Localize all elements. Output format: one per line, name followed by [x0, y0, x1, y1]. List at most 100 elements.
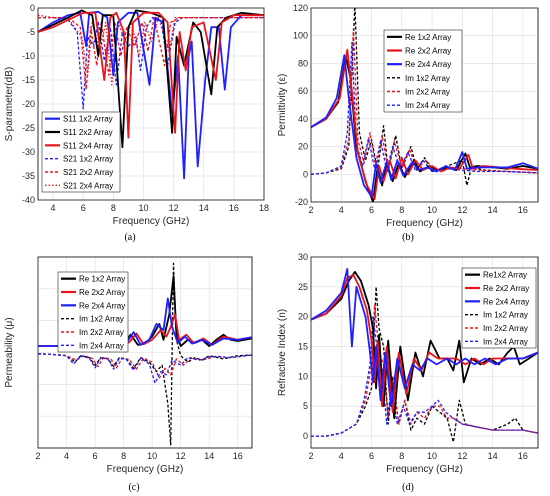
series-line-s11-2x4-array: [38, 11, 264, 139]
series-group: [311, 8, 538, 202]
x-tick-label: 16: [518, 205, 528, 215]
x-tick-label: 16: [233, 451, 243, 461]
x-tick-label: 8: [399, 451, 404, 461]
x-tick-label: 10: [427, 451, 437, 461]
chart-panel-a: 4 6 8 10 12 14 16 18 0 -5 -10 -15 -20 -25 -30 -35 -40 Fre…: [4, 3, 269, 243]
x-tick-label: 6: [369, 451, 374, 461]
legend-entry: Re 2x4 Array: [483, 297, 529, 306]
chart-panel-b: 2 4 6 8 10 12 14 16 120 100 80 60 40 20 0 -20 Frequency …: [277, 3, 539, 243]
y-tick-label: 20: [298, 142, 308, 152]
y-tick-label: 30: [298, 252, 308, 262]
y-tick-label: 0: [303, 169, 308, 179]
legend-entry: S11 2x4 Array: [63, 141, 113, 150]
x-tick-label: 2: [35, 451, 40, 461]
panel-caption: (b): [402, 232, 414, 243]
series-line-im-1x2-array: [311, 8, 538, 187]
y-tick-label: -40: [22, 195, 35, 205]
series-line-im-2x4-array: [38, 353, 252, 384]
legend: Re1x2 Array Re 2x2 Array Re 2x4 Array Im 1x…: [461, 267, 537, 349]
series-line-im-2x4-array: [311, 316, 538, 437]
y-tick-label: -35: [22, 171, 35, 181]
legend: S11 1x2 Array S11 2x2 Array S11 2x4 Array S…: [41, 111, 121, 193]
x-axis-label: Frequency (GHz): [386, 218, 463, 229]
y-axis-label: Permeability (μ): [4, 317, 15, 387]
x-axis-label: Frequency (GHz): [386, 464, 463, 475]
y-tick-label: 120: [293, 3, 308, 13]
y-tick-label: 80: [298, 58, 308, 68]
x-tick-label: 14: [204, 451, 214, 461]
x-tick-label: 12: [457, 205, 467, 215]
x-tick-label: 6: [369, 205, 374, 215]
y-tick-label: -5: [27, 27, 35, 37]
y-tick-label: -15: [22, 75, 35, 85]
legend-entry: Re 1x2 Array: [79, 275, 125, 284]
legend-entry: Im 2x2 Array: [483, 324, 528, 333]
y-tick-label: 100: [293, 31, 308, 41]
legend: Re 1x2 Array Re 2x2 Array Re 2x4 Array Im 1…: [383, 29, 463, 113]
chart-panel-d: 2 4 6 8 10 12 14 16 30 25 20 15 10 5 0 Frequency (GHz) R…: [277, 252, 539, 493]
legend-entry: Im 2x4 Array: [405, 101, 450, 110]
legend-box: [383, 29, 463, 113]
x-tick-label: 4: [51, 203, 56, 213]
legend-entry: Re 2x4 Array: [79, 301, 125, 310]
y-tick-label: 15: [298, 342, 308, 352]
legend-entry: S21 1x2 Array: [63, 155, 113, 164]
x-tick-label: 4: [339, 451, 344, 461]
legend-box: [461, 267, 537, 349]
legend-entry: Re 2x2 Array: [79, 288, 125, 297]
legend-entry: Im 1x2 Array: [79, 315, 124, 324]
legend-entry: Re 2x2 Array: [405, 47, 451, 56]
x-tick-label: 6: [81, 203, 86, 213]
y-tick-label: 5: [303, 401, 308, 411]
x-tick-label: 8: [111, 203, 116, 213]
x-tick-label: 10: [147, 451, 157, 461]
x-tick-label: 2: [308, 451, 313, 461]
series-line-s21-2x4-array: [38, 14, 264, 86]
y-tick-label: 0: [303, 431, 308, 441]
legend: Re 1x2 Array Re 2x2 Array Re 2x4 Array Im 1…: [57, 271, 129, 353]
x-tick-label: 6: [93, 451, 98, 461]
legend-box: [57, 271, 129, 353]
legend-entry: Im 2x4 Array: [79, 341, 124, 350]
x-axis-label: Frequency (GHz): [113, 216, 190, 227]
legend-entry: S21 2x2 Array: [63, 168, 113, 177]
x-tick-label: 12: [176, 451, 186, 461]
legend-entry: Im 2x2 Array: [79, 328, 124, 337]
x-tick-label: 10: [138, 203, 148, 213]
series-group: [38, 9, 264, 180]
x-tick-label: 8: [121, 451, 126, 461]
y-axis-label: Refractive Index (n): [277, 309, 288, 396]
y-tick-label: 10: [298, 371, 308, 381]
y-tick-label: 0: [30, 3, 35, 13]
y-tick-label: -20: [295, 197, 308, 207]
series-line-re-2x4-array: [311, 54, 538, 198]
series-line-re-2x4-array: [311, 268, 538, 408]
legend-entry: Im 1x2 Array: [405, 74, 450, 83]
series-line-s11-1x2-array: [38, 10, 264, 180]
y-tick-label: -10: [22, 51, 35, 61]
x-tick-label: 12: [457, 451, 467, 461]
x-tick-label: 8: [399, 205, 404, 215]
x-tick-label: 16: [518, 451, 528, 461]
series-line-im-1x2-array: [38, 262, 252, 446]
y-axis-label: Permittivity (ε): [277, 74, 288, 137]
x-tick-label: 14: [199, 203, 209, 213]
legend-entry: Re 1x2 Array: [405, 33, 451, 42]
legend-entry: Re 2x4 Array: [405, 60, 451, 69]
series-group: [311, 268, 538, 443]
legend-entry: Im 2x4 Array: [483, 337, 528, 346]
y-tick-label: 25: [298, 282, 308, 292]
x-tick-label: 18: [259, 203, 269, 213]
x-tick-label: 14: [488, 451, 498, 461]
legend-entry: Re 2x2 Array: [483, 284, 529, 293]
x-tick-label: 16: [229, 203, 239, 213]
panel-caption: (a): [124, 232, 135, 243]
x-tick-label: 14: [488, 205, 498, 215]
legend-box: [41, 111, 121, 193]
panel-caption: (d): [402, 482, 414, 493]
x-tick-label: 4: [339, 205, 344, 215]
legend-entry: Im 2x2 Array: [405, 88, 450, 97]
y-tick-label: -30: [22, 147, 35, 157]
series-line-re-2x2-array: [311, 48, 538, 201]
